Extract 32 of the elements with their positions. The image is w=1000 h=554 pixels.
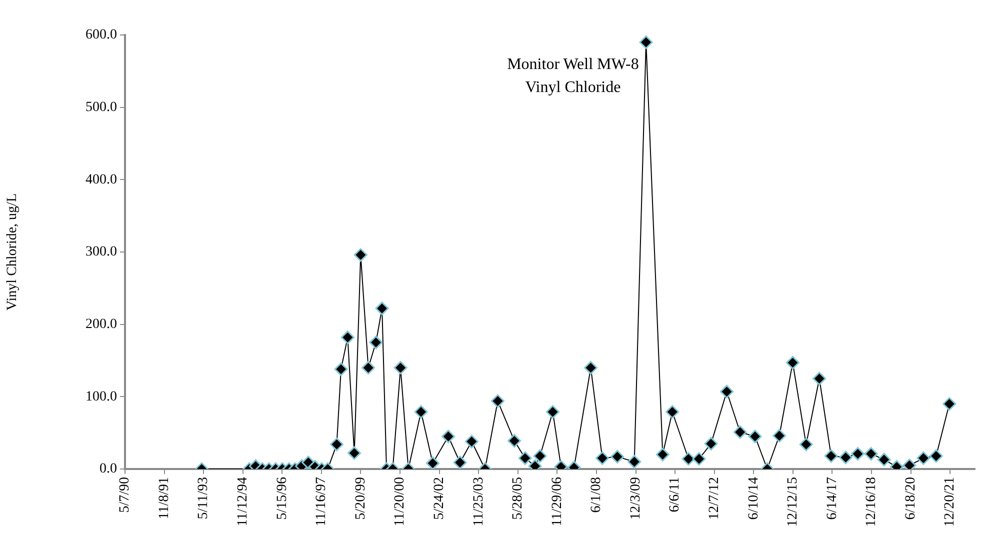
x-tick-label: 12/3/09 — [628, 477, 644, 520]
x-tick-label: 5/28/05 — [510, 477, 526, 520]
x-tick-label: 12/16/18 — [864, 477, 880, 527]
x-tick-label: 11/20/00 — [392, 477, 408, 526]
x-tick-label: 12/20/21 — [942, 477, 958, 527]
x-tick-label: 6/10/14 — [746, 477, 762, 520]
text: Vinyl Chloride — [525, 79, 621, 96]
y-axis-title: Vinyl Chloride, ug/L — [5, 194, 20, 310]
x-tick-label: 5/15/96 — [274, 477, 290, 520]
text: Monitor Well MW-8 — [507, 56, 639, 74]
y-tick-label: 200.0 — [86, 317, 117, 332]
y-tick-label: 100.0 — [86, 389, 117, 404]
y-tick-label: 0.0 — [100, 462, 117, 477]
x-tick-label: 5/7/90 — [118, 477, 133, 513]
x-tick-label: 11/12/94 — [236, 477, 251, 526]
x-tick-label: 6/1/08 — [589, 477, 604, 513]
x-tick-label: 11/8/91 — [156, 477, 172, 520]
x-tick-label: 11/29/06 — [550, 477, 565, 526]
y-tick-label: 500.0 — [86, 100, 117, 116]
x-tick-label: 6/6/11 — [668, 477, 683, 512]
y-tick-label: 300.0 — [86, 244, 117, 260]
x-tick-label: 11/25/03 — [471, 477, 486, 526]
x-tick-label: 11/16/97 — [314, 477, 330, 526]
x-tick-label: 5/20/99 — [353, 477, 368, 520]
x-tick-label: 12/7/12 — [707, 477, 722, 520]
x-tick-label: 5/11/93 — [196, 477, 212, 520]
x-tick-label: 6/18/20 — [903, 477, 918, 520]
y-tick-label: 600.0 — [86, 28, 117, 43]
y-tick-label: 400.0 — [86, 172, 117, 188]
x-tick-label: 6/14/17 — [824, 477, 840, 520]
x-tick-label: 12/12/15 — [786, 477, 801, 527]
x-tick-label: 5/24/02 — [432, 477, 447, 520]
